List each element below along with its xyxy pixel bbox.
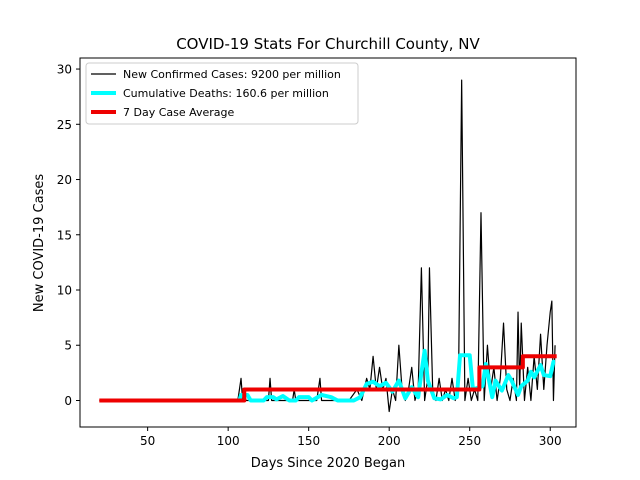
y-tick-label: 15 bbox=[57, 228, 72, 242]
legend-label-cases: New Confirmed Cases: 9200 per million bbox=[123, 68, 341, 81]
y-tick-label: 30 bbox=[57, 63, 72, 77]
x-tick-label: 200 bbox=[378, 434, 401, 448]
series-line-2 bbox=[99, 354, 557, 403]
y-axis-label: New COVID-19 Cases bbox=[32, 174, 47, 312]
x-axis: 50 100 150 200 250 300 bbox=[140, 427, 562, 448]
x-tick-label: 300 bbox=[539, 434, 562, 448]
legend-label-deaths: Cumulative Deaths: 160.6 per million bbox=[123, 87, 329, 100]
y-tick-label: 0 bbox=[64, 394, 72, 408]
legend-box bbox=[85, 62, 359, 125]
legend: New Confirmed Cases: 9200 per million Cu… bbox=[85, 62, 359, 125]
series-layer bbox=[99, 79, 557, 413]
chart-title: COVID-19 Stats For Churchill County, NV bbox=[176, 35, 480, 53]
series-line-1 bbox=[237, 348, 556, 403]
plot-frame bbox=[79, 57, 577, 428]
y-tick-label: 20 bbox=[57, 173, 72, 187]
legend-label-average: 7 Day Case Average bbox=[123, 106, 235, 119]
y-axis: 0 5 10 15 20 25 30 bbox=[57, 63, 80, 408]
x-tick-label: 50 bbox=[140, 434, 155, 448]
x-tick-label: 100 bbox=[217, 434, 240, 448]
series-line-0 bbox=[99, 79, 556, 413]
x-axis-label: Days Since 2020 Began bbox=[251, 456, 406, 471]
y-tick-label: 10 bbox=[57, 284, 72, 298]
x-tick-label: 150 bbox=[297, 434, 320, 448]
y-tick-label: 25 bbox=[57, 118, 72, 132]
plot-area bbox=[79, 57, 577, 428]
x-tick-label: 250 bbox=[458, 434, 481, 448]
y-tick-label: 5 bbox=[64, 339, 72, 353]
